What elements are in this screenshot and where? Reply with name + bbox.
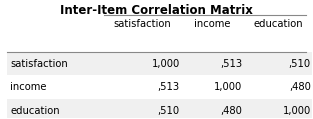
- FancyBboxPatch shape: [7, 52, 312, 75]
- Text: 1,000: 1,000: [283, 106, 311, 116]
- FancyBboxPatch shape: [7, 99, 312, 119]
- Text: ,510: ,510: [289, 59, 311, 69]
- Text: income: income: [10, 82, 47, 92]
- Text: ,513: ,513: [220, 59, 242, 69]
- Text: ,480: ,480: [289, 82, 311, 92]
- Text: 1,000: 1,000: [214, 82, 242, 92]
- Text: education: education: [10, 106, 60, 116]
- Text: ,513: ,513: [158, 82, 180, 92]
- Text: satisfaction: satisfaction: [114, 19, 171, 29]
- Text: 1,000: 1,000: [151, 59, 180, 69]
- Text: satisfaction: satisfaction: [10, 59, 68, 69]
- Text: education: education: [253, 19, 303, 29]
- Text: income: income: [194, 19, 231, 29]
- Text: Inter-Item Correlation Matrix: Inter-Item Correlation Matrix: [60, 4, 253, 17]
- FancyBboxPatch shape: [7, 75, 312, 99]
- Text: ,480: ,480: [220, 106, 242, 116]
- Text: ,510: ,510: [158, 106, 180, 116]
